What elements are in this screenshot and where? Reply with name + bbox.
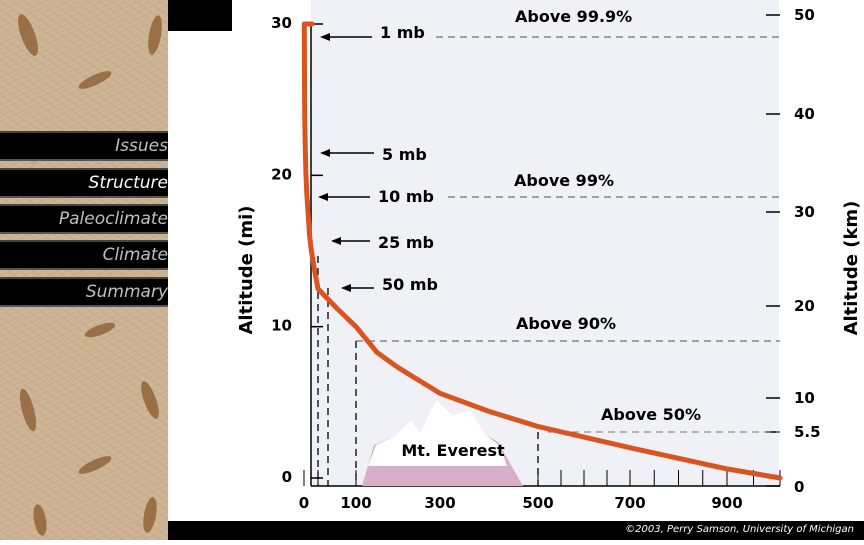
right-tick-label: 10 bbox=[794, 389, 815, 407]
right-tick-label: 0 bbox=[794, 478, 804, 496]
right-tick-label: 30 bbox=[794, 203, 815, 221]
mass-annotation: Above 99.9% bbox=[515, 7, 632, 26]
nav-summary-label: Summary bbox=[85, 282, 168, 302]
nav-structure[interactable]: Structure bbox=[0, 168, 182, 198]
x-tick-label: 700 bbox=[614, 494, 645, 512]
x-tick-label: 0 bbox=[299, 494, 309, 512]
nav-issues-label: Issues bbox=[115, 136, 168, 156]
right-tick-label: 20 bbox=[794, 297, 815, 315]
pressure-label: 1 mb bbox=[380, 23, 425, 42]
pressure-curve bbox=[301, 21, 783, 481]
pressure-label: 5 mb bbox=[382, 145, 427, 164]
copyright-text: ©2003, Perry Samson, University of Michi… bbox=[625, 524, 854, 535]
right-tick-label: 5.5 bbox=[794, 423, 821, 441]
x-tick-label: 500 bbox=[522, 494, 553, 512]
altitude-pressure-chart: 0 10 20 30 Altitude (mi) 0 100 300 500 700 900 0 5.5… bbox=[236, 0, 862, 512]
nav-summary[interactable]: Summary bbox=[0, 277, 182, 307]
pressure-arrow-head bbox=[320, 149, 330, 157]
footer-bar: ©2003, Perry Samson, University of Michi… bbox=[168, 521, 864, 540]
pressure-arrow-head bbox=[341, 284, 351, 292]
nav-structure-label: Structure bbox=[88, 173, 168, 193]
pressure-arrow-head bbox=[320, 33, 330, 41]
mountain-snow bbox=[368, 400, 507, 466]
title-block bbox=[168, 0, 232, 31]
nav-climate-label: Climate bbox=[102, 245, 168, 265]
left-tick-label: 0 bbox=[282, 468, 292, 486]
left-axis-label: Altitude (mi) bbox=[236, 205, 257, 334]
sidebar: Issues Structure Paleoclimate Climate Su… bbox=[0, 0, 182, 540]
pressure-label: 10 mb bbox=[378, 187, 434, 206]
nav-paleoclimate[interactable]: Paleoclimate bbox=[0, 204, 182, 234]
nav-climate[interactable]: Climate bbox=[0, 240, 182, 270]
pressure-arrow-head bbox=[318, 193, 328, 201]
nav-paleoclimate-label: Paleoclimate bbox=[58, 209, 168, 229]
right-tick-label: 50 bbox=[794, 6, 815, 24]
pressure-arrow-head bbox=[331, 237, 341, 245]
x-tick-label: 300 bbox=[424, 494, 455, 512]
x-tick-label: 900 bbox=[711, 494, 742, 512]
mass-annotation: Above 90% bbox=[516, 314, 616, 333]
mountain-label: Mt. Everest bbox=[401, 441, 505, 460]
mass-annotation: Above 50% bbox=[601, 405, 701, 424]
chart-panel: 0 10 20 30 Altitude (mi) 0 100 300 500 700 900 0 5.5… bbox=[168, 0, 864, 540]
plot-background bbox=[311, 0, 779, 486]
x-tick-label: 100 bbox=[340, 494, 371, 512]
left-tick-label: 30 bbox=[271, 14, 292, 32]
left-tick-label: 10 bbox=[271, 317, 292, 335]
left-tick-label: 20 bbox=[271, 165, 292, 183]
pressure-label: 50 mb bbox=[382, 275, 438, 294]
fossil-fish-decoration bbox=[18, 14, 162, 536]
pressure-label: 25 mb bbox=[378, 233, 434, 252]
mass-annotation: Above 99% bbox=[514, 171, 614, 190]
right-axis-label: Altitude (km) bbox=[841, 201, 862, 336]
nav-issues[interactable]: Issues bbox=[0, 131, 182, 161]
right-tick-label: 40 bbox=[794, 105, 815, 123]
